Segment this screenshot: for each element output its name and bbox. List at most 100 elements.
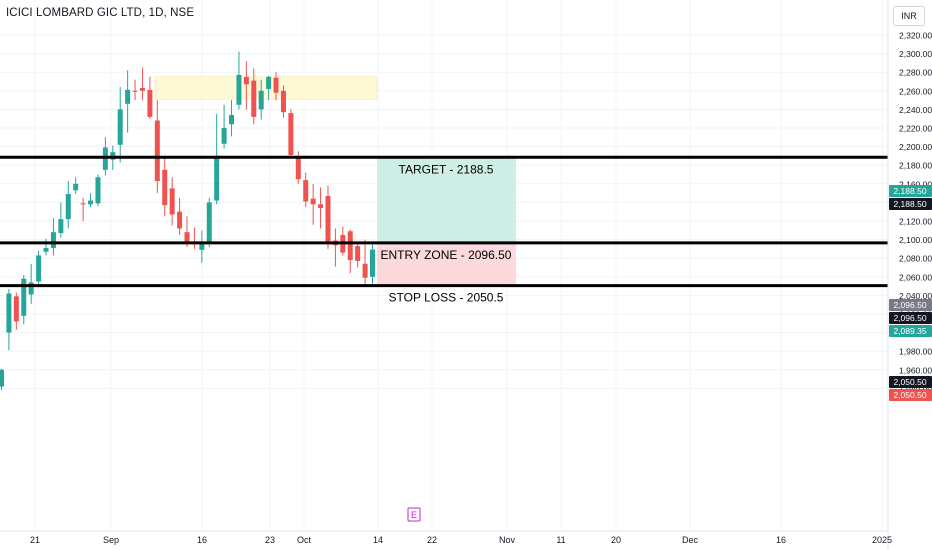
- candle: [340, 226, 346, 256]
- candle-body: [162, 169, 168, 206]
- candle: [21, 274, 27, 325]
- candle-body: [347, 231, 353, 261]
- event-marker: E: [407, 507, 421, 522]
- candle-body: [214, 155, 220, 201]
- candle-body: [288, 113, 294, 155]
- candle-body: [184, 232, 190, 242]
- candle-body: [251, 80, 257, 117]
- price-tag-bg: [889, 299, 932, 311]
- candle: [273, 72, 279, 101]
- candle: [355, 242, 361, 268]
- candle-body: [266, 76, 272, 89]
- candle: [347, 229, 353, 274]
- candle-body: [58, 219, 64, 234]
- candle: [80, 197, 86, 221]
- candle: [73, 177, 79, 195]
- candle: [318, 187, 324, 229]
- y-tick-label: 2,280.00: [899, 68, 932, 78]
- y-tick-label: 2,200.00: [899, 142, 932, 152]
- candle-body: [0, 369, 4, 387]
- candle-body: [154, 120, 160, 182]
- price-tag: 2,050.50: [889, 376, 932, 388]
- price-tag: 2,089.35: [889, 325, 932, 337]
- level-label: ENTRY ZONE - 2096.50: [381, 248, 512, 262]
- candle: [154, 100, 160, 194]
- candle-body: [303, 180, 309, 202]
- candle: [199, 230, 205, 263]
- candle: [95, 174, 101, 207]
- candle: [117, 87, 123, 163]
- candle-body: [221, 128, 227, 144]
- candle: [236, 51, 242, 110]
- y-tick-label: 2,160.00: [899, 179, 932, 189]
- candle: [65, 181, 71, 229]
- x-tick-label: 14: [373, 535, 383, 545]
- price-tag-label: 2,188.50: [893, 199, 926, 209]
- candle: [43, 238, 49, 256]
- x-tick-label: 2025: [872, 535, 892, 545]
- candle-body: [169, 188, 175, 215]
- candle: [191, 227, 197, 249]
- price-tags: 2,188.50 2,188.50 2,096.50 2,096.50 2,089.35…: [889, 185, 932, 401]
- target-zone: [377, 157, 516, 243]
- event-icon: [407, 507, 421, 522]
- candle-body: [117, 109, 123, 145]
- candle-body: [325, 195, 331, 243]
- price-tag: 2,096.50: [889, 299, 932, 311]
- annotation-labels: TARGET - 2188.5 ENTRY ZONE - 2096.50 STOP …: [381, 162, 512, 304]
- candles: [0, 51, 375, 391]
- candle-body: [139, 88, 145, 91]
- level-label: STOP LOSS - 2050.5: [389, 291, 504, 305]
- candle: [325, 185, 331, 249]
- candle-body: [28, 282, 34, 295]
- candle: [221, 104, 227, 149]
- price-tag-label: 2,188.50: [893, 186, 926, 196]
- candle-body: [73, 183, 79, 191]
- x-tick-label: 16: [776, 535, 786, 545]
- event-icon-label: E: [411, 510, 417, 520]
- candle: [310, 183, 316, 225]
- price-tag-bg: [889, 312, 932, 324]
- currency-button[interactable]: INR: [893, 6, 925, 26]
- candle-body: [362, 263, 368, 278]
- candle: [162, 155, 168, 217]
- candle-body: [310, 198, 316, 205]
- x-tick-label: 11: [556, 535, 565, 545]
- y-tick-label: 2,120.00: [899, 217, 932, 227]
- candle: [6, 288, 12, 351]
- chart-title: ICICI LOMBARD GIC LTD, 1D, NSE: [6, 7, 195, 19]
- x-tick-label: 23: [265, 535, 275, 545]
- y-tick-label: 1,980.00: [899, 347, 932, 357]
- candle-body: [273, 77, 279, 93]
- position-zones: [154, 76, 516, 286]
- y-tick-label: 2,320.00: [899, 31, 932, 41]
- candle: [13, 292, 19, 330]
- y-tick-label: 2,240.00: [899, 105, 932, 115]
- price-axis: 2,320.00 2,300.00 2,280.00 2,260.00 2,240.00…: [887, 0, 932, 550]
- candle-body: [236, 74, 242, 105]
- candle-body: [147, 89, 153, 117]
- candle: [266, 75, 272, 101]
- y-tick-label: 2,260.00: [899, 86, 932, 96]
- x-tick-label: 20: [611, 535, 621, 545]
- candle: [125, 70, 131, 133]
- price-tag-label: 2,096.50: [893, 313, 926, 323]
- candle-body: [88, 200, 94, 205]
- candle-body: [43, 247, 49, 252]
- level-label: TARGET - 2188.5: [399, 162, 494, 176]
- y-tick-label: 1,960.00: [899, 365, 932, 375]
- y-tick-label: 2,060.00: [899, 272, 932, 282]
- candle: [206, 197, 212, 248]
- candle-body: [280, 90, 286, 113]
- stop-zone: [377, 242, 516, 286]
- candle: [50, 218, 56, 256]
- candle-body: [177, 211, 183, 229]
- price-tag: 2,050.50: [889, 389, 932, 401]
- price-tag-bg: [889, 325, 932, 337]
- y-tick-label: 2,080.00: [899, 254, 932, 264]
- price-tag-bg: [889, 389, 932, 401]
- y-tick-label: 2,220.00: [899, 124, 932, 134]
- x-tick-label: Nov: [499, 535, 516, 545]
- candle: [243, 61, 249, 110]
